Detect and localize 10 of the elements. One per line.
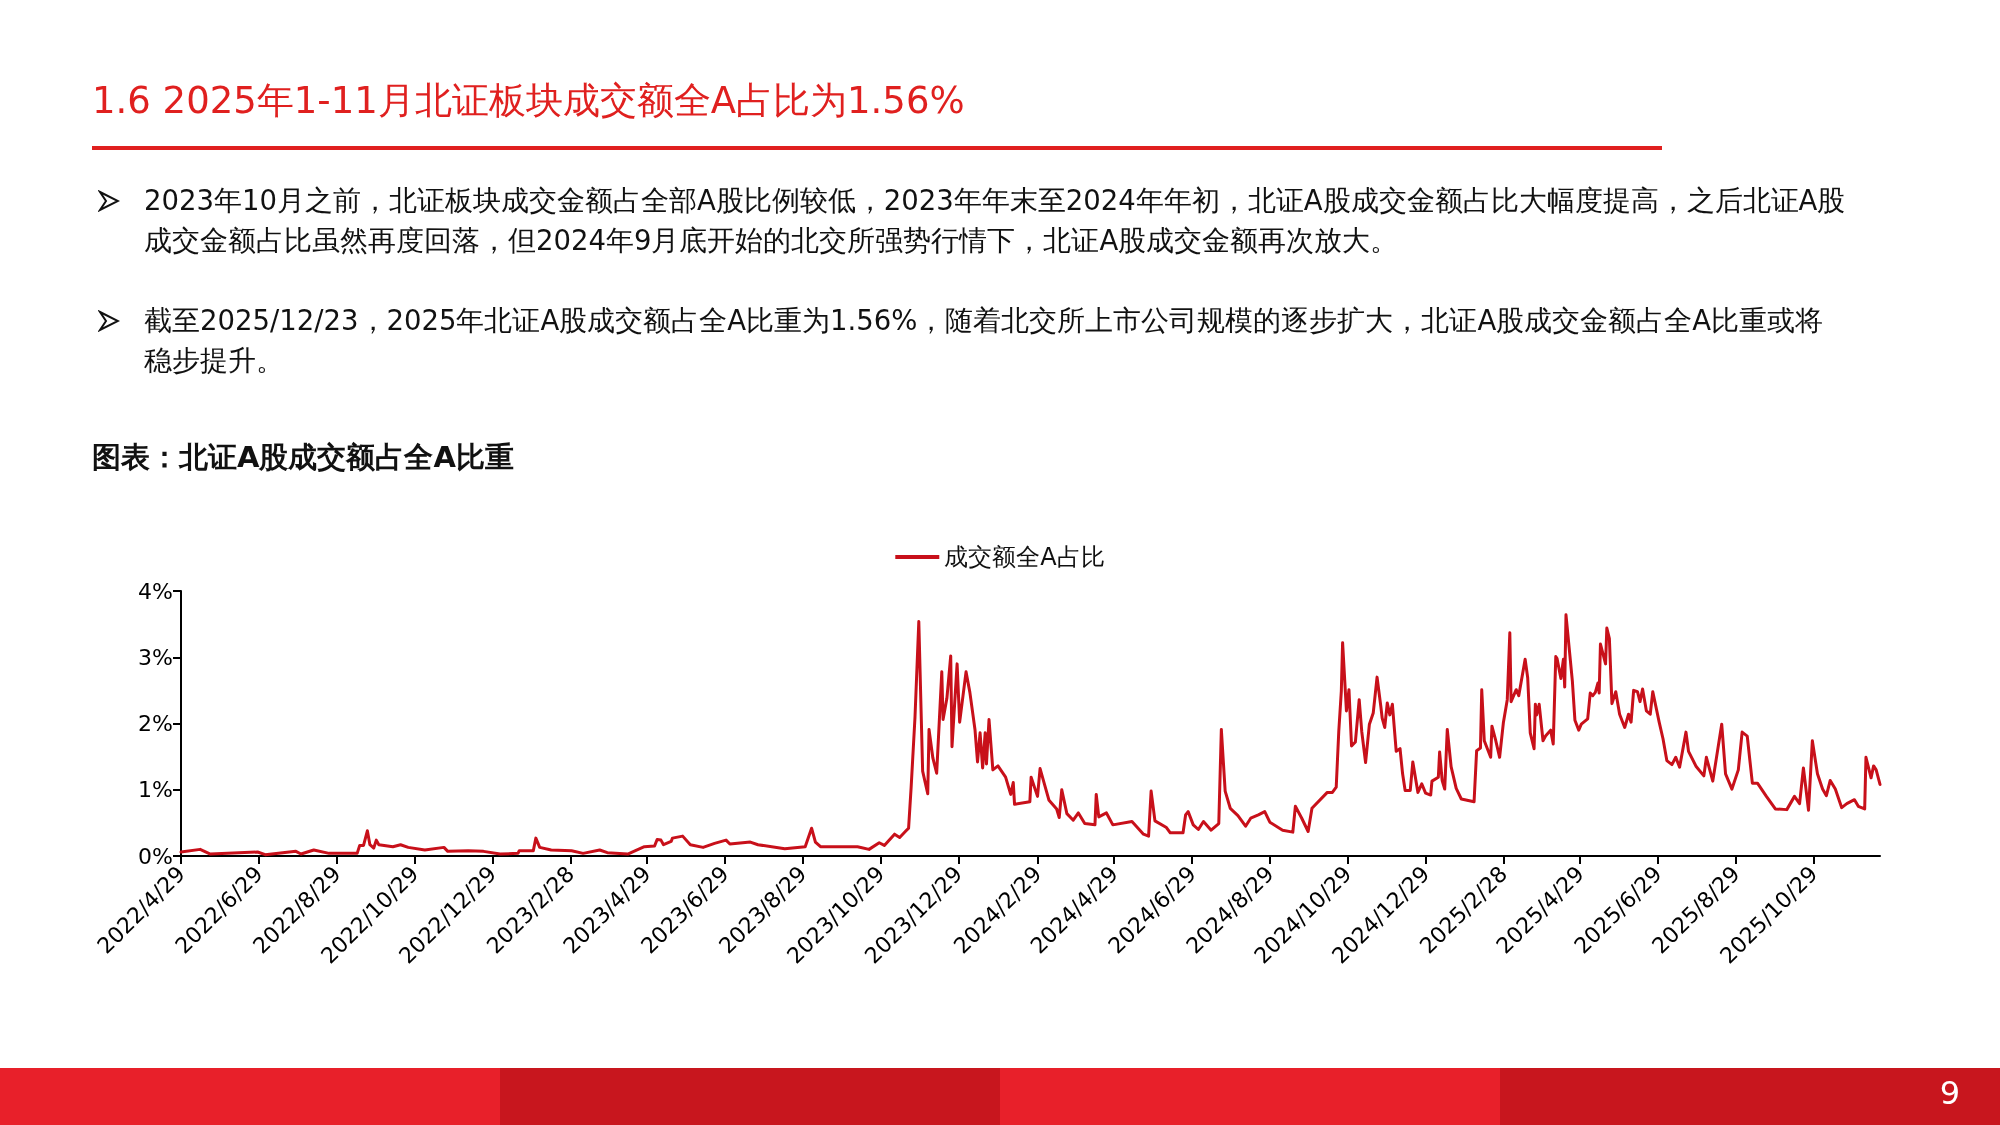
text: 截至2025/12/23，2025年北证A股成交额占全A比重为1.56%，随着北交所上市公司规模的逐步扩大，北证A股成交金额占全A比重或将稳步提升。: [144, 304, 1824, 376]
text: 2023年10月之前，北证板块成交金额占全部A股比例较低，2023年年末至2024年年初，北证A股成交金额占比大幅度提高，之后北证A股成交金额占比虽然再度回落，但2024年9月底开始的北交所强势行情下，北证A股成交金额再次放大。: [144, 184, 1846, 256]
chart-subtitle: 图表：北证A股成交额占全A比重: [92, 439, 514, 476]
y-tick-label: 1%: [138, 777, 173, 803]
y-tick-label: 4%: [138, 578, 173, 604]
y-tick-label: 3%: [138, 644, 173, 670]
chart-title: 1.6 2025年1-11月北证板块成交额全A占比为1.56%: [92, 78, 965, 124]
y-tick-label: 2%: [138, 711, 173, 736]
text: 9: [1939, 1074, 1960, 1112]
legend-label: 成交额全A占比: [944, 543, 1105, 571]
